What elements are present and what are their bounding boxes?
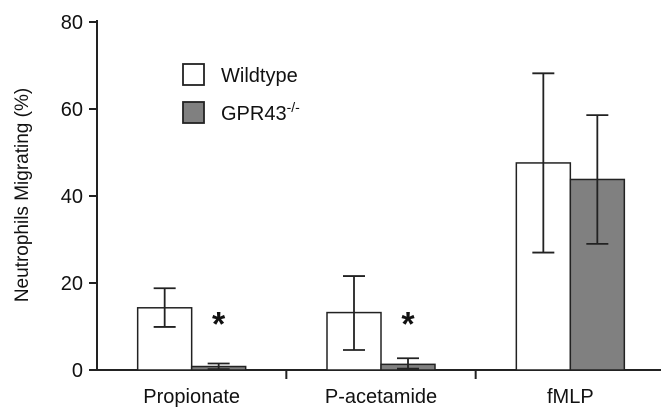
legend: Wildtype GPR43-/- bbox=[182, 63, 300, 125]
y-tick-label: 80 bbox=[61, 12, 83, 34]
annotations: * * bbox=[212, 306, 415, 344]
error-bars bbox=[153, 72, 609, 371]
x-tick-label: fMLP bbox=[547, 386, 594, 408]
legend-swatch bbox=[182, 101, 205, 124]
y-axis-label: Neutrophils Migrating (%) bbox=[12, 88, 33, 302]
legend-label: GPR43-/- bbox=[221, 99, 300, 125]
bars bbox=[136, 162, 626, 371]
y-tick-label: 40 bbox=[61, 186, 83, 208]
y-tick-label: 0 bbox=[72, 360, 83, 382]
significance-star: * bbox=[401, 306, 415, 344]
x-tick-label: P-acetamide bbox=[325, 386, 437, 408]
legend-swatch bbox=[182, 63, 205, 86]
legend-label: Wildtype bbox=[221, 65, 298, 87]
x-tick-label: Propionate bbox=[143, 386, 240, 408]
significance-star: * bbox=[212, 306, 226, 344]
y-tick-label: 20 bbox=[61, 273, 83, 295]
y-tick-label: 60 bbox=[61, 99, 83, 121]
y-ticks: 0 20 40 60 80 bbox=[61, 12, 97, 382]
x-ticks: Propionate P-acetamide fMLP bbox=[143, 370, 594, 408]
